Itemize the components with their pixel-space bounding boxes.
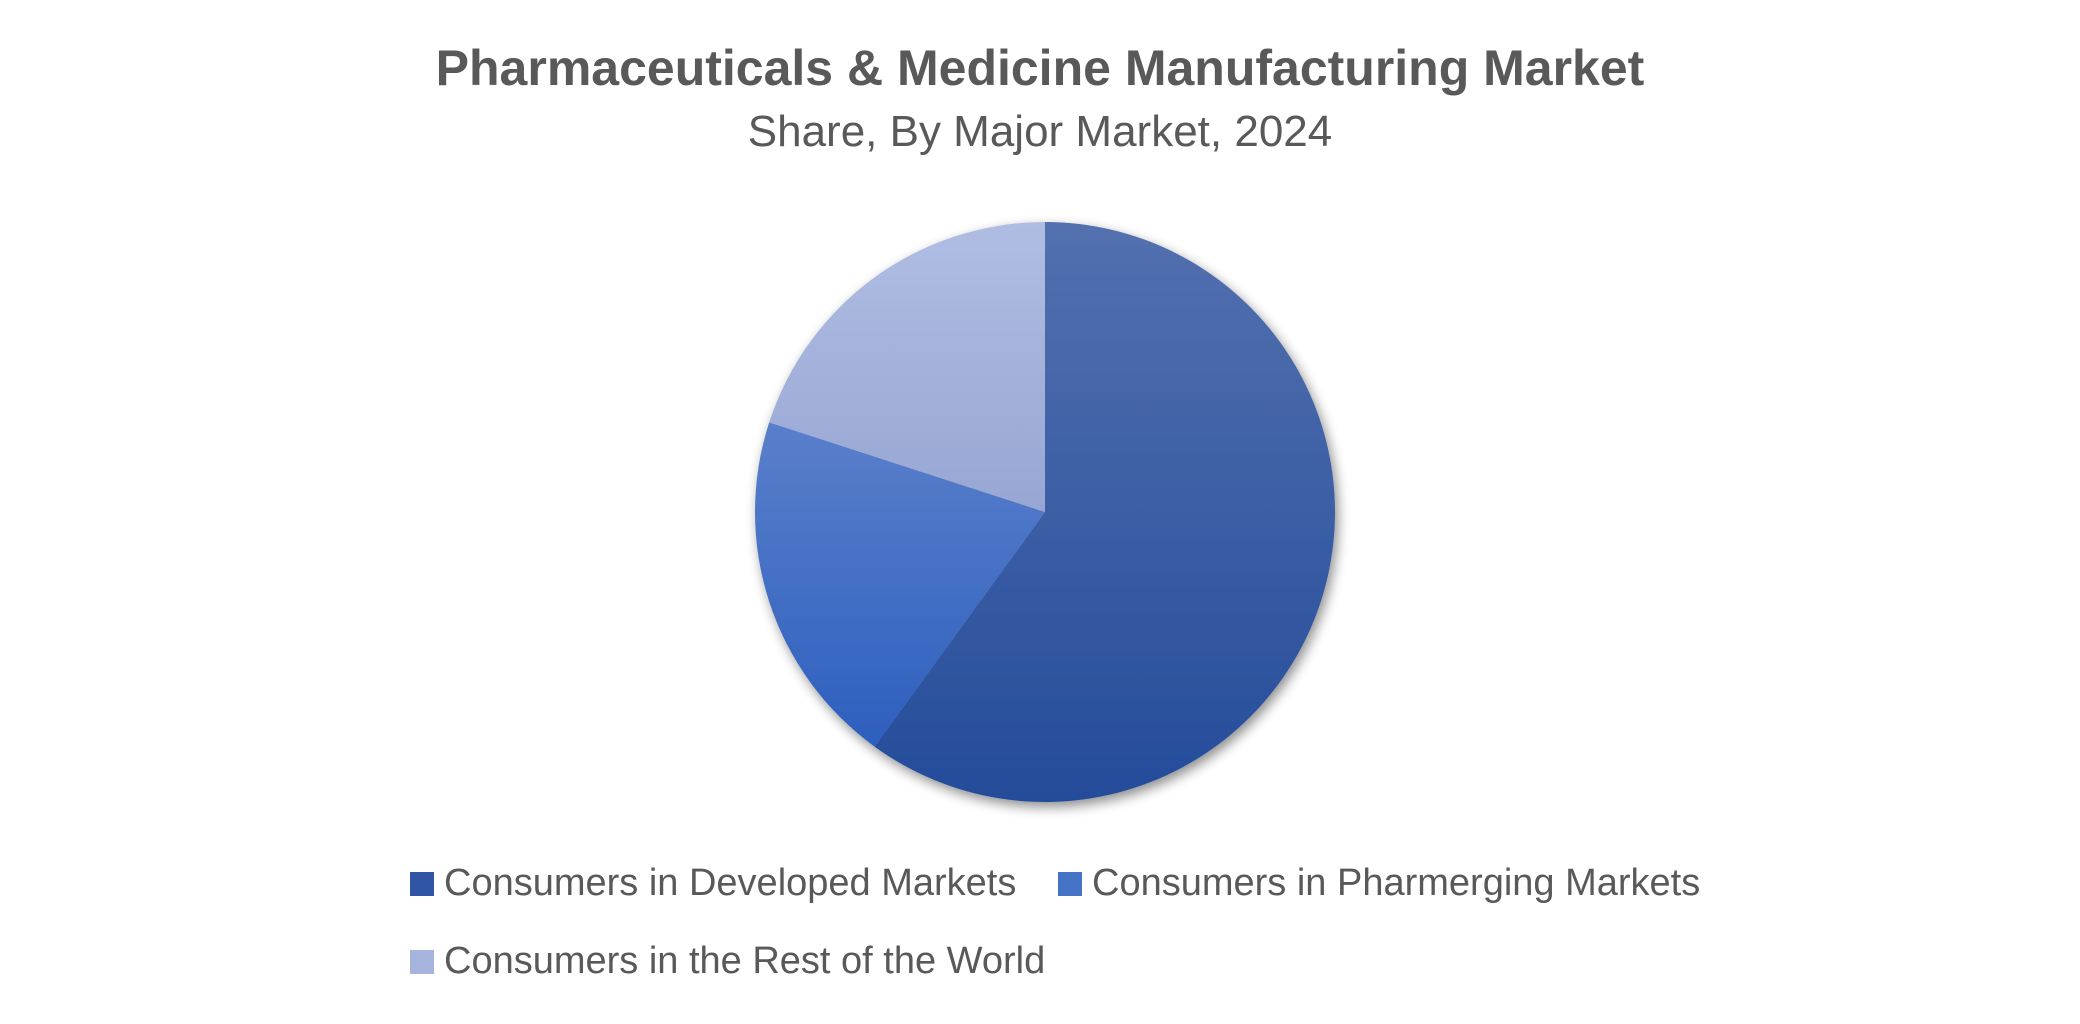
chart-title: Pharmaceuticals & Medicine Manufacturing…	[435, 40, 1645, 96]
pie-slice-developed-markets	[874, 222, 1335, 802]
legend-label-pharmerging-markets: Consumers in Pharmerging Markets	[1092, 862, 1701, 904]
pie-slice-rest-of-world	[769, 222, 1045, 512]
legend-label-developed-markets: Consumers in Developed Markets	[444, 862, 1017, 904]
legend-label-rest-of-world: Consumers in the Rest of the World	[444, 940, 1046, 982]
legend-item-developed-markets: Consumers in Developed Markets	[410, 862, 1016, 905]
pie-slice-pharmerging-markets	[755, 422, 1045, 747]
legend-item-pharmerging-markets: Consumers in Pharmerging Markets	[1058, 862, 1700, 905]
legend-swatch-developed-markets	[410, 871, 434, 896]
legend-swatch-pharmerging-markets	[1058, 871, 1082, 896]
legend-swatch-rest-of-world	[410, 949, 434, 974]
legend-item-rest-of-world: Consumers in the Rest of the World	[410, 940, 1045, 983]
chart-subtitle: Share, By Major Market, 2024	[747, 107, 1333, 156]
